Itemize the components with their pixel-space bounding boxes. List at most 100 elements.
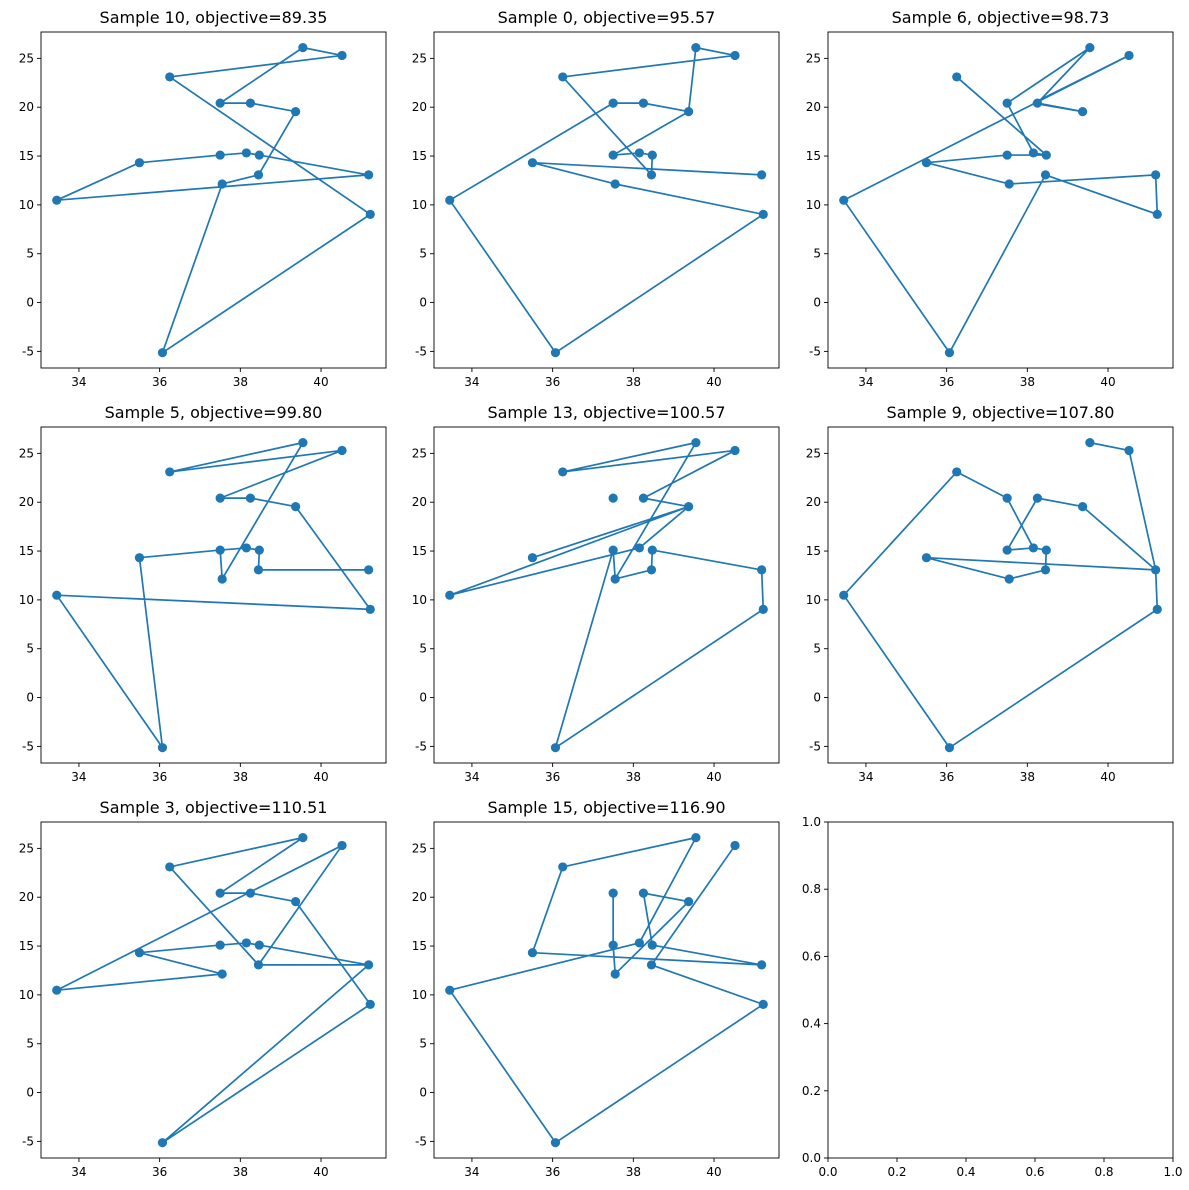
city-marker	[1124, 445, 1134, 456]
tour-path	[55, 441, 372, 749]
city-marker	[291, 502, 301, 512]
x-tick-label: 34	[464, 770, 479, 784]
city-marker	[1002, 98, 1012, 108]
subplot-title: Sample 3, objective=110.51	[100, 798, 328, 817]
y-tick-label: 25	[19, 446, 34, 460]
x-tick-label: 0.8	[1094, 1165, 1113, 1179]
y-tick-label: 10	[19, 198, 34, 212]
city-marker	[638, 493, 649, 503]
city-marker	[134, 158, 145, 168]
city-marker	[215, 888, 225, 898]
city-marker	[610, 969, 620, 979]
city-marker	[952, 72, 962, 82]
y-tick-label: 15	[19, 939, 34, 953]
tour-path	[448, 836, 763, 1144]
x-tick-label: 38	[233, 1165, 248, 1179]
city-marker	[364, 565, 374, 575]
subplot-title: Sample 6, objective=98.73	[892, 8, 1110, 27]
city-marker	[1152, 604, 1162, 614]
city-marker	[1152, 209, 1162, 219]
city-marker	[445, 590, 455, 600]
subplot-3: Sample 5, objective=99.80 34 36 38 40 -5 0 5 10 1…	[19, 403, 387, 784]
city-marker	[254, 940, 264, 950]
city-marker	[1040, 565, 1051, 575]
y-tick-label: 25	[412, 51, 427, 65]
city-marker	[254, 545, 264, 555]
subplot-title: Sample 9, objective=107.80	[887, 403, 1115, 422]
city-marker	[337, 50, 347, 61]
city-marker	[608, 940, 618, 950]
city-marker	[1028, 543, 1038, 553]
y-tick-label: 10	[806, 593, 821, 607]
y-tick-label: 15	[806, 149, 821, 163]
x-tick-label: 36	[939, 375, 954, 389]
x-tick-label: 34	[464, 375, 479, 389]
tour-path-segment	[56, 152, 370, 202]
x-tick-label: 0.0	[818, 1165, 837, 1179]
city-marker	[445, 985, 455, 995]
subplot-2: Sample 6, objective=98.73 34 36 38 40 -5 0 5 10 1…	[806, 8, 1174, 389]
y-tick-label: -5	[415, 1134, 427, 1148]
city-marker	[646, 960, 657, 970]
city-marker	[839, 195, 849, 205]
y-tick-label: 20	[19, 890, 34, 904]
city-marker	[558, 862, 568, 872]
city-marker	[758, 209, 768, 219]
x-tick-label: 38	[233, 375, 248, 389]
x-tick-label: 34	[464, 1165, 479, 1179]
city-marker	[157, 1138, 168, 1148]
city-marker	[757, 960, 767, 970]
y-tick-label: 20	[19, 495, 34, 509]
city-marker	[217, 969, 227, 979]
city-marker	[1032, 98, 1043, 108]
y-tick-label: 1.0	[802, 815, 821, 829]
city-marker	[1028, 148, 1038, 158]
y-tick-label: -5	[415, 344, 427, 358]
city-marker	[1002, 493, 1012, 503]
city-marker	[241, 543, 251, 553]
city-marker	[215, 493, 225, 503]
y-tick-label: -5	[809, 739, 821, 753]
city-marker	[921, 158, 932, 168]
y-tick-label: 20	[412, 100, 427, 114]
y-tick-label: 0	[813, 296, 821, 310]
x-tick-label: 38	[1020, 770, 1035, 784]
city-marker	[445, 195, 455, 205]
y-tick-label: 0.6	[802, 949, 821, 963]
y-tick-label: 0	[419, 1086, 427, 1100]
axes-frame	[433, 426, 780, 764]
y-tick-label: 20	[412, 495, 427, 509]
y-tick-label: 15	[19, 149, 34, 163]
y-tick-label: 15	[806, 544, 821, 558]
city-marker	[757, 170, 767, 180]
city-marker	[691, 43, 701, 53]
axes-frame	[40, 31, 387, 369]
city-marker	[647, 545, 657, 555]
x-tick-label: 40	[1100, 770, 1115, 784]
city-marker	[245, 98, 256, 108]
city-marker	[298, 43, 308, 53]
y-tick-label: 0	[419, 296, 427, 310]
city-marker	[165, 72, 175, 82]
x-tick-label: 40	[313, 770, 328, 784]
y-tick-label: 0	[26, 1086, 34, 1100]
subplot-title: Sample 10, objective=89.35	[100, 8, 328, 27]
city-marker	[730, 50, 740, 61]
y-tick-label: 5	[813, 247, 821, 261]
city-marker	[1032, 493, 1043, 503]
city-marker	[550, 743, 561, 753]
city-marker	[647, 150, 657, 160]
y-tick-label: 25	[806, 446, 821, 460]
city-marker	[1002, 545, 1012, 555]
city-marker	[647, 940, 657, 950]
x-tick-label: 36	[152, 1165, 167, 1179]
x-tick-label: 34	[71, 770, 86, 784]
city-marker	[241, 938, 251, 948]
y-tick-label: 0.0	[802, 1151, 821, 1165]
y-tick-label: 10	[19, 988, 34, 1002]
tour-path-segment	[925, 154, 1159, 354]
tour-path	[554, 549, 765, 749]
axes-frame	[827, 31, 1174, 369]
tour-path-segment	[531, 161, 765, 354]
city-marker	[1002, 150, 1012, 160]
